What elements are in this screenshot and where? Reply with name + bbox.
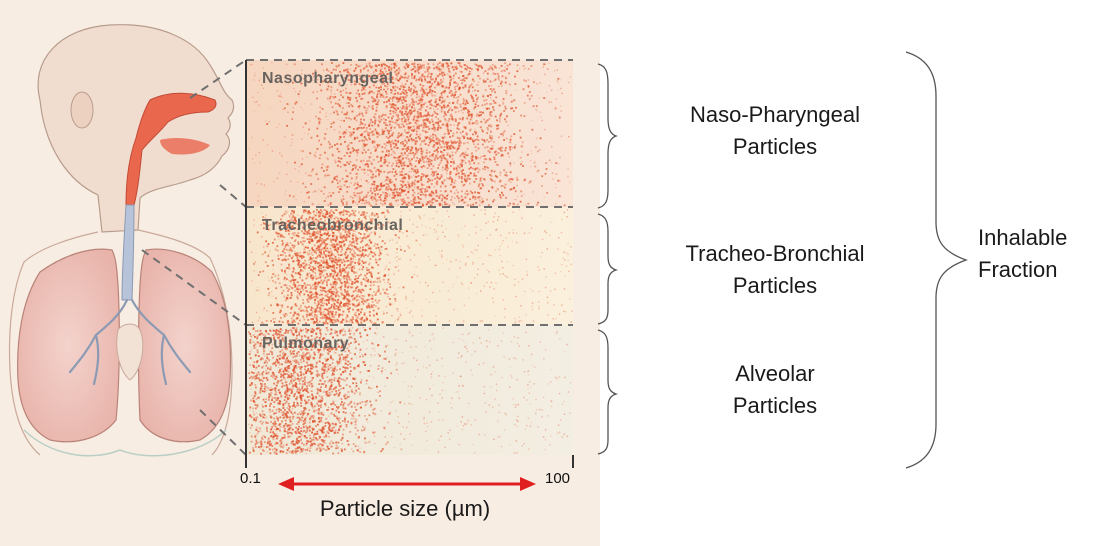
zone-label-nasopharyngeal: Nasopharyngeal bbox=[262, 70, 394, 87]
brace-tracheo bbox=[597, 213, 619, 325]
heart bbox=[116, 323, 144, 381]
label-alveolar-particles: Alveolar Particles bbox=[732, 361, 818, 418]
zone-trach-bg bbox=[246, 207, 573, 325]
particle-size-arrow bbox=[278, 477, 536, 491]
label-naso-particles: Naso-Pharyngeal Particles bbox=[690, 102, 860, 159]
axis-title: Particle size (µm) bbox=[319, 496, 491, 521]
braces-small bbox=[597, 63, 619, 455]
zone-naso-bg bbox=[246, 60, 573, 207]
bronchi bbox=[68, 298, 192, 386]
right-lung bbox=[137, 248, 232, 443]
human-figure-illustration bbox=[8, 24, 235, 457]
head-outline bbox=[37, 24, 235, 233]
brace-alveolar bbox=[597, 329, 619, 455]
particle-cloud bbox=[248, 62, 573, 455]
diaphragm bbox=[23, 429, 227, 457]
brace-naso bbox=[597, 63, 619, 209]
label-tracheo-particles: Tracheo-Bronchial Particles bbox=[685, 241, 865, 298]
ear bbox=[70, 91, 94, 129]
leader-lines bbox=[141, 59, 573, 456]
axis-min-label: 0.1 bbox=[240, 470, 261, 487]
label-inhalable-fraction: Inhalable Fraction bbox=[978, 225, 1068, 282]
zone-label-tracheobronchial: Tracheobronchial bbox=[262, 217, 404, 234]
brace-inhalable bbox=[905, 51, 968, 469]
left-lung bbox=[17, 248, 120, 443]
axis-max-label: 100 bbox=[545, 470, 571, 487]
mouth-cavity bbox=[160, 137, 210, 155]
torso-outline bbox=[8, 231, 99, 456]
zone-label-pulmonary: Pulmonary bbox=[262, 335, 350, 352]
nasal-cavity bbox=[125, 92, 217, 206]
